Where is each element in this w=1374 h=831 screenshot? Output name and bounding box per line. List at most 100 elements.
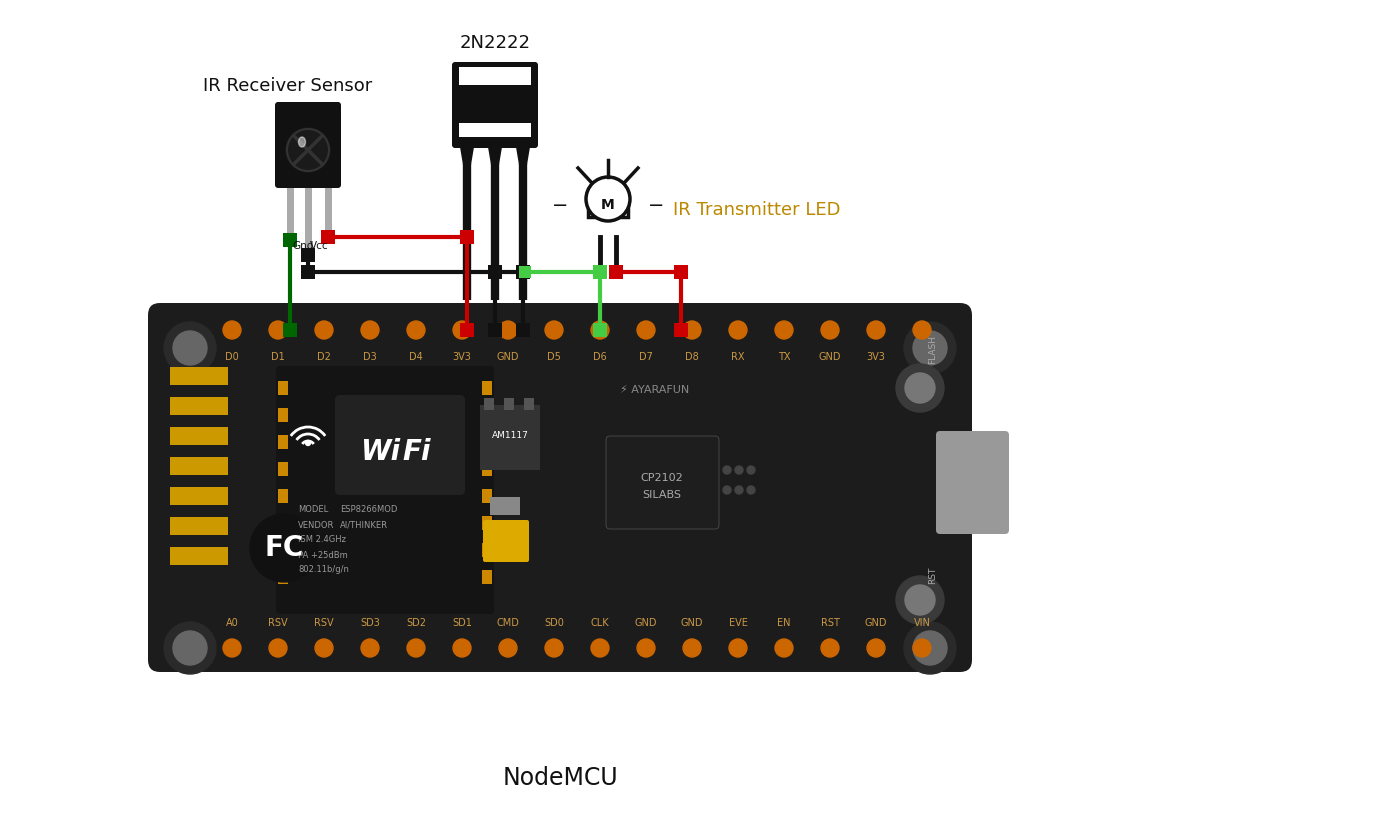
Circle shape	[269, 321, 287, 339]
Text: 3V3: 3V3	[867, 352, 885, 362]
Text: CMD: CMD	[496, 618, 519, 628]
Text: Wi: Wi	[360, 438, 400, 466]
FancyBboxPatch shape	[335, 395, 464, 495]
Text: VENDOR: VENDOR	[298, 520, 334, 529]
Text: Vcc: Vcc	[311, 241, 328, 251]
Text: RST: RST	[820, 618, 840, 628]
Bar	[459, 67, 530, 85]
FancyBboxPatch shape	[276, 366, 495, 614]
Text: CLK: CLK	[591, 618, 609, 628]
Bar	[482, 543, 492, 557]
Bar	[278, 543, 289, 557]
Text: CP2102: CP2102	[640, 473, 683, 483]
Bar	[482, 570, 492, 584]
Bar	[491, 497, 519, 515]
Circle shape	[683, 321, 701, 339]
Bar	[482, 516, 492, 530]
Circle shape	[730, 639, 747, 657]
Bar	[283, 233, 297, 247]
Circle shape	[164, 322, 216, 374]
Text: AM1117: AM1117	[492, 430, 529, 440]
Polygon shape	[517, 147, 530, 165]
Circle shape	[723, 486, 731, 494]
Text: GND: GND	[635, 618, 657, 628]
Circle shape	[591, 321, 609, 339]
Bar	[278, 516, 289, 530]
FancyBboxPatch shape	[452, 62, 539, 148]
Text: D6: D6	[594, 352, 607, 362]
Bar	[278, 462, 289, 476]
Bar	[460, 323, 474, 337]
Text: M: M	[602, 198, 616, 212]
Circle shape	[905, 373, 934, 403]
Text: RSV: RSV	[268, 618, 287, 628]
Circle shape	[723, 466, 731, 474]
Circle shape	[585, 177, 631, 221]
Circle shape	[499, 639, 517, 657]
Circle shape	[223, 639, 240, 657]
Text: 3V3: 3V3	[452, 352, 471, 362]
Bar	[523, 398, 534, 410]
Bar	[484, 398, 495, 410]
Text: SD2: SD2	[405, 618, 426, 628]
Text: ESP8266MOD: ESP8266MOD	[339, 505, 397, 514]
Bar	[482, 435, 492, 449]
Bar	[675, 265, 688, 279]
Circle shape	[499, 321, 517, 339]
Bar	[517, 323, 530, 337]
Text: D2: D2	[317, 352, 331, 362]
Text: D5: D5	[547, 352, 561, 362]
Text: TX: TX	[778, 352, 790, 362]
Text: −: −	[552, 195, 569, 214]
Text: ISM 2.4GHz: ISM 2.4GHz	[298, 535, 346, 544]
Circle shape	[912, 631, 947, 665]
Bar	[170, 547, 228, 565]
Text: NodeMCU: NodeMCU	[502, 766, 618, 790]
Text: VIN: VIN	[914, 618, 930, 628]
Text: 2N2222: 2N2222	[459, 34, 530, 52]
Polygon shape	[460, 147, 474, 165]
Circle shape	[545, 639, 563, 657]
Bar	[482, 462, 492, 476]
Bar	[301, 248, 315, 262]
Text: A0: A0	[225, 618, 238, 628]
Circle shape	[545, 321, 563, 339]
Circle shape	[250, 514, 317, 582]
Circle shape	[822, 639, 840, 657]
Text: D3: D3	[363, 352, 376, 362]
Bar	[301, 265, 315, 279]
Text: AI/THINKER: AI/THINKER	[339, 520, 387, 529]
Text: MODEL: MODEL	[298, 505, 328, 514]
Text: GND: GND	[819, 352, 841, 362]
Bar	[488, 265, 502, 279]
Text: Gnd: Gnd	[293, 241, 313, 251]
Bar	[588, 197, 628, 217]
Circle shape	[591, 639, 609, 657]
Circle shape	[867, 321, 885, 339]
Text: Fi: Fi	[403, 438, 430, 466]
Text: SD1: SD1	[452, 618, 471, 628]
Circle shape	[730, 321, 747, 339]
Text: D8: D8	[686, 352, 699, 362]
Bar	[459, 123, 530, 137]
Text: GND: GND	[680, 618, 703, 628]
Circle shape	[286, 128, 330, 172]
Circle shape	[453, 321, 471, 339]
Text: D0: D0	[225, 352, 239, 362]
FancyBboxPatch shape	[275, 102, 341, 188]
Bar	[594, 265, 607, 279]
Circle shape	[822, 321, 840, 339]
Circle shape	[735, 466, 743, 474]
Bar	[594, 323, 607, 337]
Bar	[609, 265, 622, 279]
Text: 802.11b/g/n: 802.11b/g/n	[298, 566, 349, 574]
Circle shape	[173, 331, 207, 365]
Circle shape	[683, 639, 701, 657]
Text: D1: D1	[271, 352, 284, 362]
Circle shape	[638, 639, 655, 657]
Text: EVE: EVE	[728, 618, 747, 628]
Circle shape	[407, 639, 425, 657]
Circle shape	[912, 639, 932, 657]
Text: PA +25dBm: PA +25dBm	[298, 550, 348, 559]
Circle shape	[905, 585, 934, 615]
